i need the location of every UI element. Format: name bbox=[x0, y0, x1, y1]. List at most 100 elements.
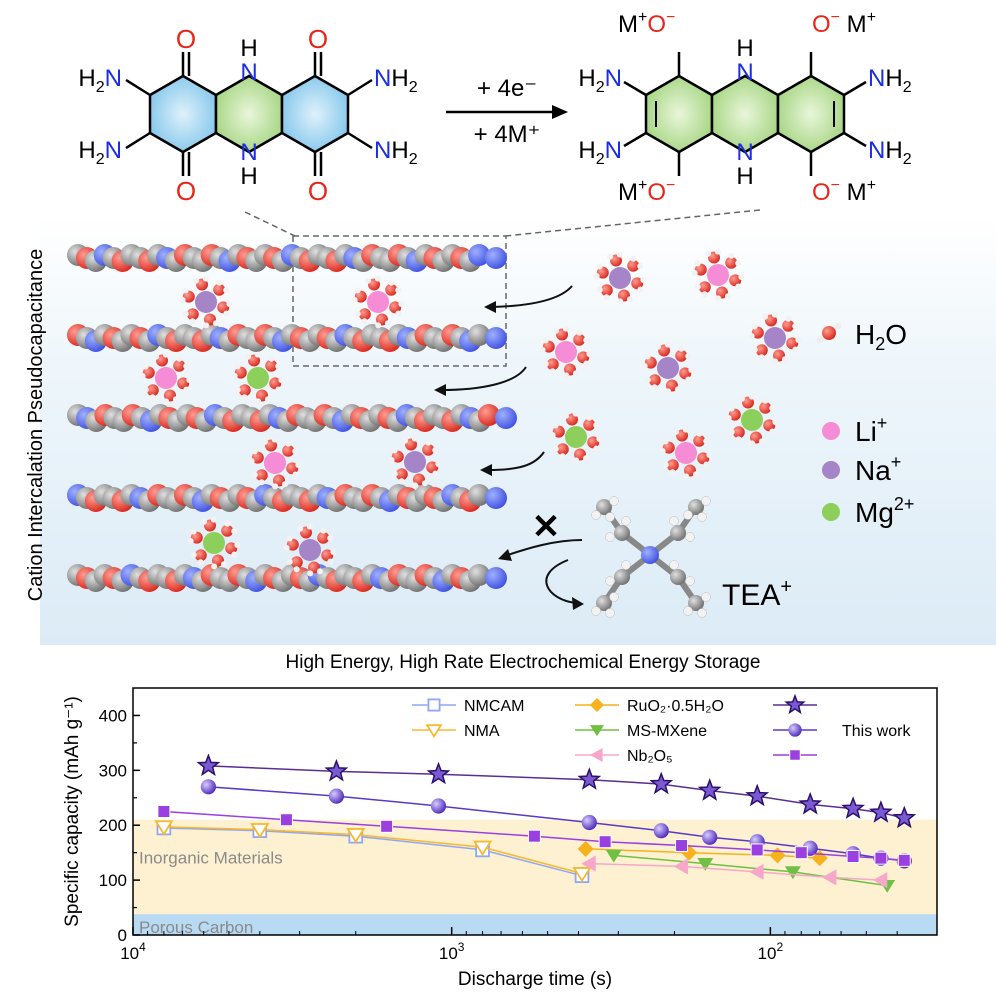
x-axis-label: Discharge time (s) bbox=[458, 969, 612, 990]
layer-atom bbox=[468, 244, 491, 266]
series-line bbox=[613, 854, 888, 887]
arrow-heads bbox=[434, 301, 584, 610]
ion-core bbox=[657, 357, 679, 379]
ion-core bbox=[203, 532, 225, 554]
y-axis-label: Specific capacity (mAh g⁻¹) bbox=[62, 696, 83, 927]
reaction-arrow: + 4e⁻ + 4M⁺ bbox=[446, 75, 568, 148]
n-label: N bbox=[240, 59, 257, 86]
data-point bbox=[749, 863, 764, 880]
legend-marker bbox=[784, 693, 806, 715]
hydrated-ion bbox=[283, 523, 337, 577]
ion-core bbox=[741, 409, 763, 431]
hydrated-ion bbox=[725, 393, 779, 447]
layer-atom bbox=[485, 247, 507, 269]
phenolate-label: O− M+ bbox=[812, 9, 876, 38]
phenolate-label: M+O− bbox=[618, 9, 675, 38]
tea-molecule bbox=[591, 496, 711, 618]
data-point bbox=[745, 783, 770, 807]
water-legend-icon bbox=[822, 326, 836, 340]
na-legend-icon bbox=[822, 461, 840, 479]
zoom-guide bbox=[504, 209, 761, 237]
data-point bbox=[821, 869, 837, 886]
data-point bbox=[200, 779, 216, 795]
data-point bbox=[196, 753, 221, 777]
legend-marker bbox=[590, 698, 604, 712]
data-point bbox=[250, 823, 270, 839]
y-tick-label: 200 bbox=[99, 816, 127, 835]
molecular-layers bbox=[67, 244, 517, 592]
left-ring bbox=[148, 74, 218, 154]
data-point bbox=[581, 855, 596, 872]
series-3 bbox=[605, 849, 896, 893]
data-point bbox=[869, 800, 893, 823]
x-tick-label: 102 bbox=[758, 940, 784, 963]
data-point bbox=[577, 840, 594, 857]
y-tick-label: 0 bbox=[118, 926, 127, 945]
data-point bbox=[897, 853, 911, 867]
data-point bbox=[697, 778, 722, 801]
reactant-molecule: O O O O H N N H H2N H2N NH2 NH2 bbox=[78, 24, 417, 206]
y-tick-label: 400 bbox=[99, 706, 127, 725]
data-point bbox=[841, 796, 866, 819]
legend-marker bbox=[590, 748, 603, 762]
intercalation-arrows bbox=[441, 285, 583, 604]
electron-condition: + 4e⁻ bbox=[477, 75, 537, 102]
hydrated-ion bbox=[659, 426, 713, 480]
amine-label: NH2 bbox=[374, 137, 418, 168]
h-label: H bbox=[736, 163, 753, 190]
hydrated-ion bbox=[351, 275, 405, 329]
hydrated-ion bbox=[231, 351, 285, 405]
chart-legend: NMCAM NMA RuO₂·0.5H₂O MS-MXene Nb₂O₅ This wor… bbox=[412, 693, 911, 765]
region-band bbox=[133, 914, 937, 935]
n-label: N bbox=[736, 59, 753, 86]
hydrated-ion bbox=[248, 436, 302, 490]
legend-marker bbox=[427, 698, 441, 712]
data-point bbox=[472, 840, 493, 857]
product-molecule: H N N H H2N H2N NH2 NH2 M+O− O− M+ M+O− … bbox=[578, 9, 911, 206]
data-point bbox=[598, 835, 612, 849]
h-label: H bbox=[240, 35, 257, 62]
ion-legend: H2O Li+ Na+ Mg2+ bbox=[816, 319, 914, 528]
ion-core bbox=[367, 291, 389, 313]
region-label-inorganic: Inorganic Materials bbox=[139, 849, 283, 868]
series-line bbox=[208, 765, 905, 819]
series-1 bbox=[154, 820, 592, 883]
hydrated-ion bbox=[139, 351, 193, 405]
series-7 bbox=[157, 805, 911, 867]
legend-this-work: This work bbox=[842, 723, 911, 740]
legend-marker bbox=[788, 723, 802, 737]
n-label: N bbox=[736, 139, 753, 166]
legend-marker bbox=[590, 725, 604, 737]
series-5 bbox=[196, 753, 917, 829]
layer-atom bbox=[468, 324, 491, 346]
data-point bbox=[324, 758, 349, 782]
amine-label: H2N bbox=[578, 137, 622, 168]
hydrated-ion bbox=[641, 341, 695, 395]
layer-atom bbox=[477, 404, 500, 426]
layer-atom bbox=[468, 484, 491, 506]
side-label: Cation Intercalation Pseudocapacitance bbox=[25, 249, 47, 601]
phenolate-label: M+O− bbox=[618, 177, 675, 206]
ion-core bbox=[264, 452, 286, 474]
ion-core bbox=[404, 451, 426, 473]
amine-label: H2N bbox=[78, 137, 122, 168]
data-point bbox=[577, 767, 602, 790]
layer-atom bbox=[485, 487, 507, 509]
capacity-chart: Inorganic Materials Porous Carbon 0 100 200 3… bbox=[62, 687, 938, 990]
hydrated-ion bbox=[539, 325, 593, 379]
h-label: H bbox=[736, 35, 753, 62]
legend-marker bbox=[789, 749, 801, 761]
hydrated-ion bbox=[691, 248, 745, 302]
legend-marker bbox=[425, 724, 443, 738]
hydrated-ion bbox=[748, 311, 802, 365]
ion-core bbox=[555, 341, 577, 363]
amine-label: NH2 bbox=[868, 137, 912, 168]
hydrated-ion bbox=[549, 410, 603, 464]
x-tick-label: 104 bbox=[120, 940, 146, 963]
data-point bbox=[784, 866, 801, 880]
data-point bbox=[892, 805, 917, 829]
ion-core bbox=[195, 291, 217, 313]
cation-condition: + 4M⁺ bbox=[474, 121, 541, 148]
oxygen-label: O bbox=[308, 24, 328, 54]
